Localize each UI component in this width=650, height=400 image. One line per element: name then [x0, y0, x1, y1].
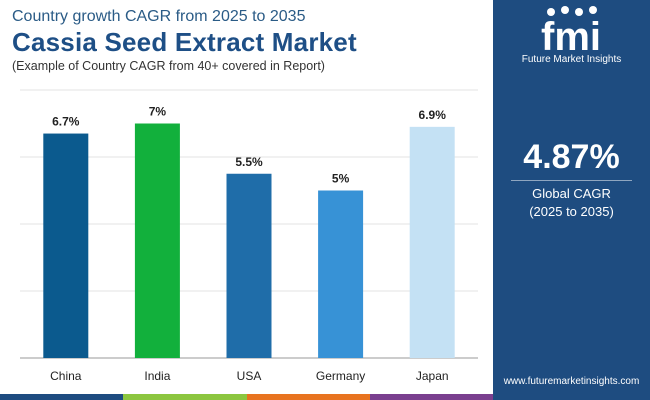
- bar-usa: [226, 173, 272, 358]
- chart-note: (Example of Country CAGR from 40+ covere…: [12, 59, 325, 73]
- bottom-bar-segment: [369, 394, 493, 400]
- right-panel: fmi Future Market Insights 4.87% Global …: [493, 0, 650, 400]
- fmi-logo-icon: fmi: [541, 6, 601, 59]
- bar-china: [43, 133, 89, 358]
- bar-japan: [409, 126, 455, 358]
- header: Country growth CAGR from 2025 to 2035 Ca…: [12, 6, 482, 73]
- data-label-usa: 5.5%: [235, 155, 263, 169]
- fmi-logo: fmi Future Market Insights: [493, 0, 650, 82]
- global-cagr-label: Global CAGR: [532, 186, 611, 201]
- cagr-divider: [511, 180, 632, 181]
- website-link[interactable]: www.futuremarketinsights.com: [503, 376, 640, 387]
- bar-germany: [318, 190, 364, 358]
- x-tick-india: India: [144, 369, 170, 383]
- brand-name: Future Market Insights: [521, 54, 622, 65]
- x-tick-china: China: [50, 369, 82, 383]
- data-label-germany: 5%: [332, 172, 350, 186]
- bottom-color-bar: [0, 394, 493, 400]
- chart-kicker: Country growth CAGR from 2025 to 2035: [12, 8, 306, 25]
- x-tick-japan: Japan: [416, 369, 449, 383]
- chart-area: 6.7% China 7% India 5.5% USA 5% Germany 6.9% Japa…: [20, 89, 478, 383]
- bottom-bar-segment: [123, 394, 247, 400]
- bar-chart: 6.7% China 7% India 5.5% USA 5% Germany 6.9% Japa…: [20, 89, 478, 383]
- data-label-china: 6.7%: [52, 115, 80, 129]
- bar-india: [134, 123, 180, 358]
- chart-title: Cassia Seed Extract Market: [12, 27, 357, 57]
- bottom-bar-segment: [246, 394, 370, 400]
- bottom-bar-segment: [0, 394, 124, 400]
- global-cagr-value: 4.87%: [523, 138, 620, 176]
- data-label-india: 7%: [149, 105, 167, 119]
- x-tick-germany: Germany: [316, 369, 365, 383]
- x-tick-usa: USA: [237, 369, 262, 383]
- fmi-logo-mark: fmi: [541, 15, 601, 56]
- data-label-japan: 6.9%: [419, 108, 447, 122]
- global-cagr-period: (2025 to 2035): [529, 204, 614, 219]
